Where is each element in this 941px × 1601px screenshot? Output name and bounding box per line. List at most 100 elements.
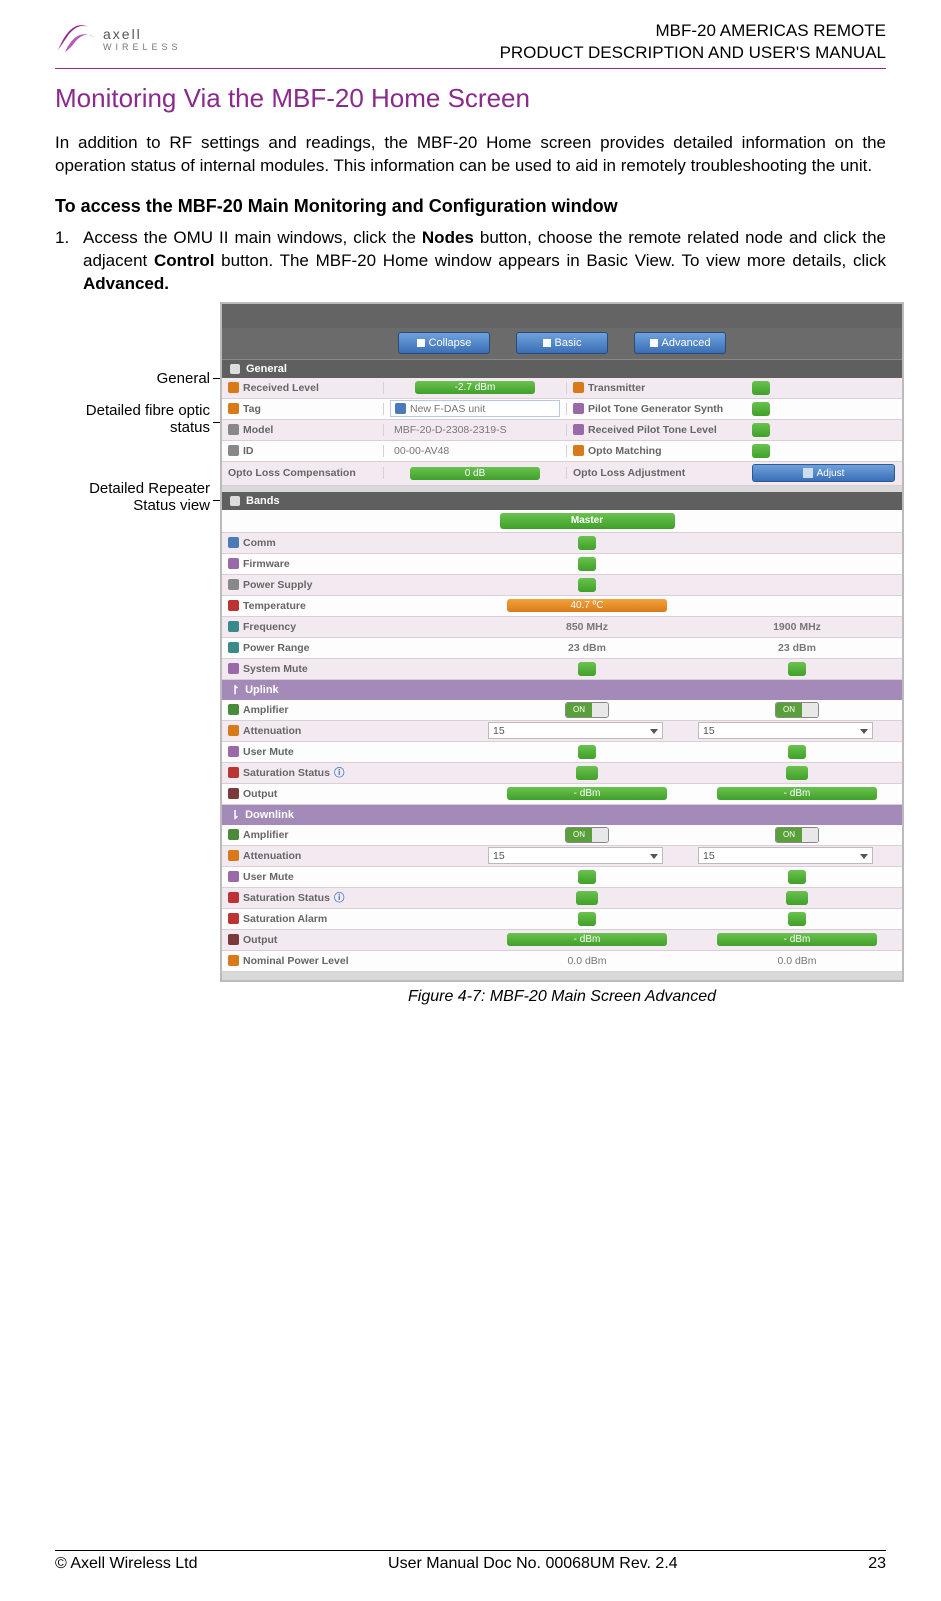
logo-swirl-icon [55, 20, 97, 58]
sysmute-status-2 [788, 662, 806, 676]
ul-usermute-2 [788, 745, 806, 759]
window-titlebar [222, 304, 902, 328]
general-panel-header[interactable]: General [222, 360, 902, 378]
dl-alarm-1 [578, 912, 596, 926]
dl-sat-1 [576, 891, 598, 905]
edit-icon [395, 403, 406, 414]
row-ul-usermute: User Mute [222, 742, 902, 763]
downlink-header: ⇂Downlink [222, 805, 902, 825]
dl-alarm-2 [788, 912, 806, 926]
view-buttons-row: Collapse Basic Advanced [222, 328, 902, 360]
row-power-range: Power Range 23 dBm 23 dBm [222, 638, 902, 659]
row-dl-usermute: User Mute [222, 867, 902, 888]
row-tag: Tag New F-DAS unit Pilot Tone Generator … [222, 399, 902, 420]
dl-amp-toggle-1[interactable]: ON [565, 827, 609, 843]
output-icon [228, 788, 239, 799]
recv-pilot-status [752, 423, 770, 437]
page-footer: © Axell Wireless Ltd User Manual Doc No.… [55, 1550, 886, 1573]
row-firmware: Firmware [222, 554, 902, 575]
pilot-synth-icon [573, 403, 584, 414]
output-icon [228, 934, 239, 945]
row-id: ID 00-00-AV48 Opto Matching [222, 441, 902, 462]
row-power-supply: Power Supply [222, 575, 902, 596]
row-frequency: Frequency 850 MHz 1900 MHz [222, 617, 902, 638]
dl-amp-toggle-2[interactable]: ON [775, 827, 819, 843]
alarm-icon [228, 913, 239, 924]
footer-left: © Axell Wireless Ltd [55, 1555, 198, 1573]
ul-usermute-1 [578, 745, 596, 759]
annot-fibre: Detailed fibre opticstatus [50, 402, 210, 437]
id-icon [228, 445, 239, 456]
signal-icon [228, 382, 239, 393]
basic-button[interactable]: Basic [516, 332, 608, 354]
pilot-synth-status [752, 402, 770, 416]
row-dl-amplifier: Amplifier ON ON [222, 825, 902, 846]
firmware-icon [228, 558, 239, 569]
info-icon[interactable]: ⓘ [334, 890, 345, 905]
power-status [578, 578, 596, 592]
range-icon [228, 642, 239, 653]
usermute-icon [228, 871, 239, 882]
ul-out-2: - dBm [717, 787, 877, 800]
dl-att-select-1[interactable]: 15 [488, 847, 663, 864]
collapse-toggle-icon [230, 364, 240, 374]
footer-center: User Manual Doc No. 00068UM Rev. 2.4 [388, 1555, 678, 1573]
advanced-button[interactable]: Advanced [634, 332, 726, 354]
screenshot: Collapse Basic Advanced General Received… [220, 302, 904, 982]
row-master: Master [222, 510, 902, 533]
row-temperature: Temperature 40.7 ºC [222, 596, 902, 617]
mute-icon [228, 663, 239, 674]
header-right: MBF-20 AMERICAS REMOTE PRODUCT DESCRIPTI… [500, 20, 886, 64]
header-line1: MBF-20 AMERICAS REMOTE [500, 20, 886, 42]
annot-repeater: Detailed RepeaterStatus view [50, 480, 210, 515]
step-1: 1. Access the OMU II main windows, click… [55, 227, 886, 296]
section-title: Monitoring Via the MBF-20 Home Screen [55, 83, 886, 114]
ul-att-select-2[interactable]: 15 [698, 722, 873, 739]
adjust-icon [803, 468, 813, 478]
row-ul-attenuation: Attenuation 15 15 [222, 721, 902, 742]
row-received-level: Received Level -2.7 dBm Transmitter [222, 378, 902, 399]
row-model: Model MBF-20-D-2308-2319-S Received Pilo… [222, 420, 902, 441]
transmitter-icon [573, 382, 584, 393]
firmware-status [578, 557, 596, 571]
sat-icon [228, 892, 239, 903]
received-level-badge: -2.7 dBm [415, 381, 535, 394]
row-dl-sat: Saturation Status ⓘ [222, 888, 902, 909]
atten-icon [228, 725, 239, 736]
info-icon[interactable]: ⓘ [334, 765, 345, 780]
nominal-icon [228, 955, 239, 966]
master-badge: Master [500, 513, 675, 529]
row-nominal: Nominal Power Level 0.0 dBm 0.0 dBm [222, 951, 902, 972]
collapse-button[interactable]: Collapse [398, 332, 490, 354]
usermute-icon [228, 746, 239, 757]
amplifier-icon [228, 704, 239, 715]
logo-text: axell [103, 26, 182, 42]
basic-icon [543, 339, 551, 347]
bands-panel-header[interactable]: Bands [222, 492, 902, 510]
dl-att-select-2[interactable]: 15 [698, 847, 873, 864]
ul-amp-toggle-2[interactable]: ON [775, 702, 819, 718]
dl-out-1: - dBm [507, 933, 667, 946]
amplifier-icon [228, 829, 239, 840]
comm-status [578, 536, 596, 550]
adjust-button[interactable]: Adjust [752, 464, 895, 482]
tag-input[interactable]: New F-DAS unit [390, 400, 560, 417]
opto-match-icon [573, 445, 584, 456]
collapse-toggle-icon [230, 496, 240, 506]
row-dl-sat-alarm: Saturation Alarm [222, 909, 902, 930]
advanced-icon [650, 339, 658, 347]
logo-subtext: WIRELESS [103, 42, 182, 52]
freq-icon [228, 621, 239, 632]
ul-sat-1 [576, 766, 598, 780]
comm-icon [228, 537, 239, 548]
uplink-arrow-icon: ↾ [230, 683, 240, 697]
figure-caption: Figure 4-7: MBF-20 Main Screen Advanced [220, 988, 904, 1006]
power-icon [228, 579, 239, 590]
ul-att-select-1[interactable]: 15 [488, 722, 663, 739]
ul-sat-2 [786, 766, 808, 780]
row-opto-loss: Opto Loss Compensation 0 dB Opto Loss Ad… [222, 462, 902, 486]
ul-out-1: - dBm [507, 787, 667, 800]
model-icon [228, 424, 239, 435]
dl-out-2: - dBm [717, 933, 877, 946]
ul-amp-toggle-1[interactable]: ON [565, 702, 609, 718]
